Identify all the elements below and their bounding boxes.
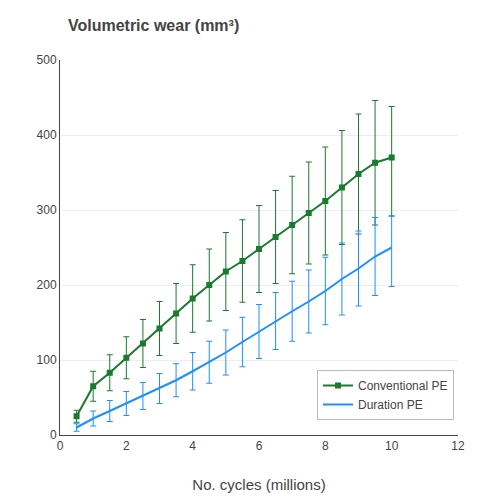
svg-text:No. cycles (millions): No. cycles (millions) bbox=[192, 476, 325, 493]
svg-text:4: 4 bbox=[189, 439, 196, 453]
svg-text:12: 12 bbox=[451, 439, 465, 453]
svg-text:0: 0 bbox=[57, 439, 64, 453]
svg-text:100: 100 bbox=[37, 353, 57, 367]
svg-text:10: 10 bbox=[385, 439, 399, 453]
svg-text:0: 0 bbox=[50, 428, 57, 442]
svg-text:Conventional PE: Conventional PE bbox=[358, 379, 447, 393]
svg-text:500: 500 bbox=[37, 53, 57, 67]
svg-text:400: 400 bbox=[37, 128, 57, 142]
svg-text:300: 300 bbox=[37, 203, 57, 217]
svg-text:6: 6 bbox=[256, 439, 263, 453]
svg-text:Volumetric wear (mm³): Volumetric wear (mm³) bbox=[68, 17, 239, 34]
svg-text:Duration PE: Duration PE bbox=[358, 398, 423, 412]
svg-text:2: 2 bbox=[123, 439, 130, 453]
svg-text:8: 8 bbox=[322, 439, 329, 453]
svg-text:200: 200 bbox=[37, 278, 57, 292]
